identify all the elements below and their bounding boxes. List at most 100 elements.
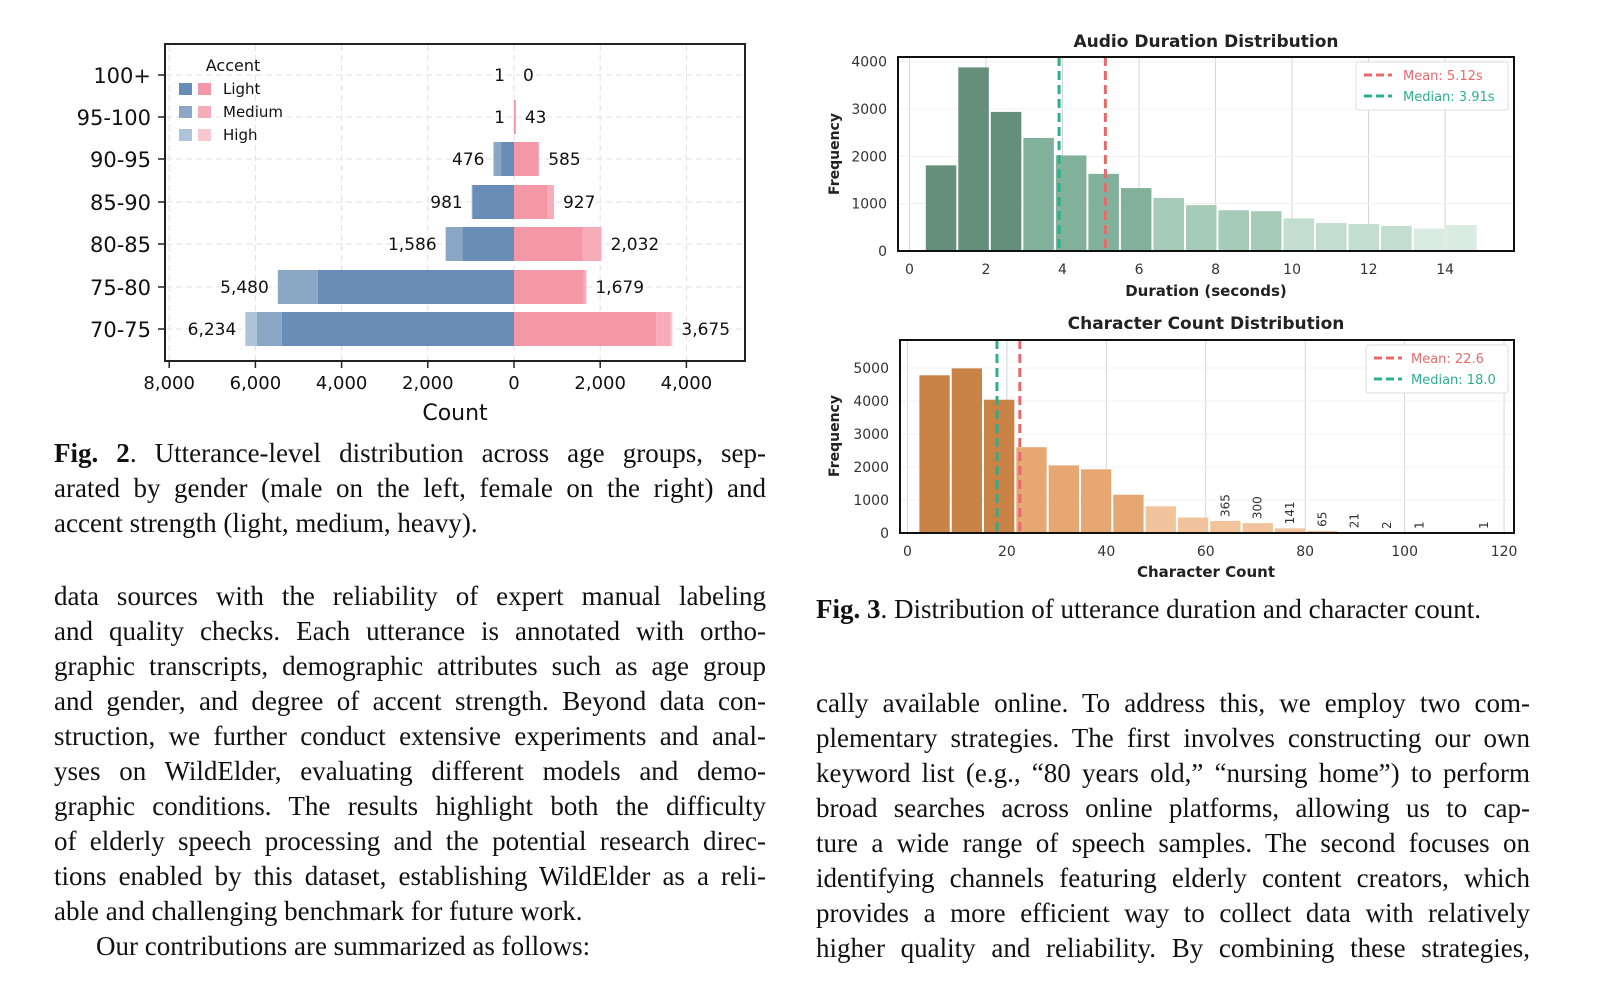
bar-male-medium [445, 227, 463, 261]
text-line: data sources with the reliability of exp… [54, 581, 766, 611]
histogram-bar [1251, 211, 1282, 251]
plot-frame [897, 56, 1515, 252]
male-total-label: 476 [452, 150, 484, 170]
bar-male-medium [471, 185, 473, 219]
x-tick-label: 100 [1391, 544, 1418, 560]
value-labels: 6,234 3,675 5,480 1,679 1,586 2,032 981 927 476 5… [188, 66, 730, 340]
legend-swatch-female [198, 106, 211, 118]
histogram-bar [1242, 523, 1273, 533]
bar-male-high [245, 312, 257, 346]
histogram-bar [1316, 223, 1347, 251]
y-tick-label: 3000 [853, 427, 889, 443]
histogram-bar [1307, 530, 1338, 533]
legend-label: Medium [223, 103, 283, 121]
bar-female-light [514, 142, 539, 176]
right-column-text: cally available online. To address this,… [816, 686, 1530, 966]
bar-male-medium [493, 142, 502, 176]
x-tick-label: 2,000 [402, 373, 454, 394]
legend: Mean: 5.12s Median: 3.91s [1355, 61, 1509, 111]
text-line: struction, we further conduct extensive … [54, 721, 766, 751]
histogram-bar [1023, 137, 1054, 251]
y-tick-label: 70-75 [90, 318, 151, 342]
chart-title: Audio Duration Distribution [1074, 32, 1339, 52]
legend-label: High [223, 126, 257, 144]
bar-male-light [281, 312, 514, 346]
text-line: provides a more efficient way to collect… [816, 898, 1530, 928]
fig2-pyramid-chart: 6,234 3,675 5,480 1,679 1,586 2,032 981 927 476 5… [77, 43, 746, 426]
text-line: of elderly speech processing and the pot… [54, 826, 766, 856]
y-tick-label: 85-90 [90, 191, 151, 215]
text-line: plementary strategies. The first involve… [816, 723, 1530, 753]
histogram-bar [1413, 228, 1445, 251]
bar-data-label: 141 [1283, 501, 1297, 524]
histogram-bar [1080, 469, 1112, 533]
x-tick-label: 4 [1058, 262, 1067, 278]
histogram-bar [1120, 188, 1152, 251]
y-tick-label: 3000 [851, 102, 887, 118]
text-line: tions enabled by this dataset, establish… [54, 861, 766, 891]
fig2-label: Fig. 2 [54, 438, 130, 468]
y-tick-label: 2000 [853, 460, 889, 476]
bar-male-light [317, 270, 514, 304]
legend-swatch-female [198, 83, 211, 95]
text-line: higher quality and reliability. By combi… [816, 933, 1530, 963]
histogram-bar [1088, 173, 1119, 251]
text-line: able and challenging benchmark for futur… [54, 896, 583, 926]
bar-female-light [514, 312, 657, 346]
legend-title: Accent [206, 56, 261, 75]
histogram-bar [1210, 520, 1241, 533]
x-tick-label: 20 [998, 544, 1016, 560]
character-count-histogram: Character Count Distribution 365 300 141 65… [827, 314, 1517, 581]
y-tick-labels: 0 1000 2000 3000 4000 5000 [853, 361, 889, 542]
y-tick-label: 0 [878, 244, 887, 260]
bar-female-light [514, 227, 583, 261]
x-axis-label: Duration (seconds) [1125, 282, 1287, 300]
female-total-label: 3,675 [681, 320, 730, 340]
x-tick-label: 8,000 [143, 373, 195, 394]
male-total-label: 1 [494, 66, 505, 86]
legend-label: Light [223, 80, 261, 98]
bar-data-label: 1 [1412, 521, 1426, 529]
x-tick-label: 10 [1283, 262, 1301, 278]
text-line: keyword list (e.g., “80 years old,” “nur… [816, 758, 1530, 788]
legend-swatch-male [179, 106, 192, 118]
legend-swatch-female [198, 129, 211, 141]
bar-data-label: 21 [1348, 513, 1362, 528]
male-total-label: 981 [430, 193, 462, 213]
fig3-caption: Fig. 3. Distribution of utterance durati… [816, 594, 1482, 624]
x-tick-label: 4,000 [316, 373, 368, 394]
x-tick-label: 12 [1360, 262, 1378, 278]
text-line: and quality checks. Each utterance is an… [54, 616, 766, 646]
y-tick-label: 4000 [851, 55, 887, 71]
histogram-bar [951, 368, 983, 533]
histogram-bar [1446, 224, 1477, 251]
legend: Accent Light Medium High [179, 56, 283, 144]
y-tick-label: 2000 [851, 149, 887, 165]
histogram-bar [1153, 198, 1184, 251]
male-total-label: 1,586 [388, 235, 437, 255]
y-tick-label: 80-85 [90, 233, 151, 257]
bar-male-light [462, 227, 514, 261]
bar-female-light [514, 270, 584, 304]
female-total-label: 585 [548, 150, 580, 170]
bar-data-label: 365 [1218, 494, 1232, 517]
bar-male-light [472, 185, 514, 219]
x-tick-label: 4,000 [661, 373, 713, 394]
histogram-bar [1283, 218, 1315, 251]
mean-legend-label: Mean: 5.12s [1403, 69, 1483, 84]
bars [919, 368, 1500, 534]
bar-data-label: 65 [1315, 512, 1329, 527]
y-axis-label: Frequency [827, 395, 843, 477]
x-axis-label: Count [422, 401, 488, 426]
bar-data-label: 2 [1380, 521, 1394, 529]
y-tick-label: 100+ [93, 64, 151, 88]
text-line: identifying channels featuring elderly c… [816, 863, 1530, 893]
legend-swatch-male [179, 83, 192, 95]
legend: Mean: 22.6 Median: 18.0 [1365, 344, 1509, 394]
bar-male-light [501, 142, 514, 176]
y-tick-labels: 70-75 75-80 80-85 85-90 90-95 95-100 100+ [77, 64, 165, 342]
fig2-caption: Fig. 2. Utterance-level distribution acr… [54, 438, 766, 538]
x-tick-labels: 8,000 6,000 4,000 2,000 0 2,000 4,000 [143, 361, 712, 394]
y-tick-label: 1000 [853, 493, 889, 509]
y-tick-label: 75-80 [90, 276, 151, 300]
